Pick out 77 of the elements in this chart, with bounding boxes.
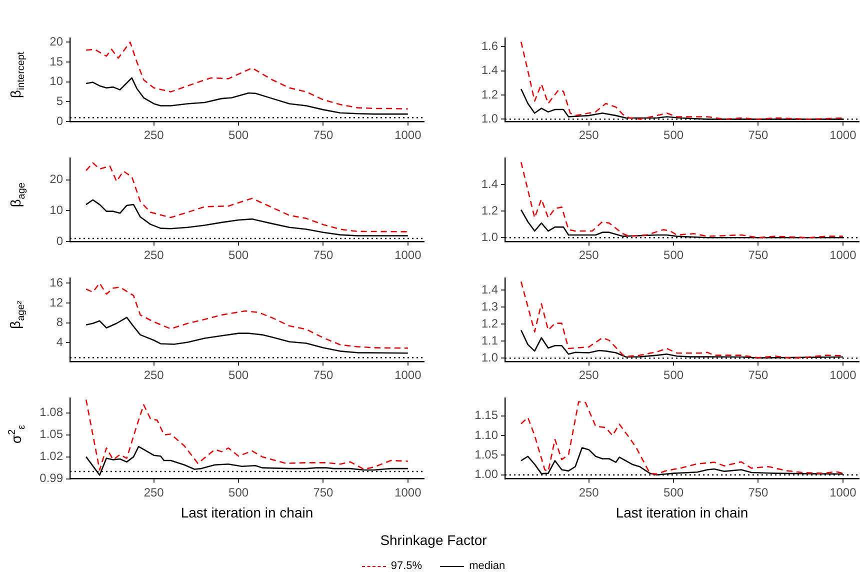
y-tick-label: 1.0 <box>481 111 498 126</box>
line-series <box>85 399 409 471</box>
legend-label: 97.5% <box>390 560 422 572</box>
x-axis-title: Last iteration in chain <box>180 504 314 520</box>
x-tick-label: 1000 <box>394 368 422 382</box>
x-tick-label: 500 <box>664 368 684 382</box>
y-tick-label: 1.1 <box>481 333 498 348</box>
y-tick-label: 0.99 <box>40 471 64 486</box>
line-series <box>85 282 409 349</box>
x-axis-title: Last iteration in chain <box>616 504 748 520</box>
line-series <box>85 162 409 232</box>
x-tick-label: 1000 <box>394 128 422 142</box>
y-tick-label: 1.2 <box>481 203 498 218</box>
y-tick-label: 1.0 <box>481 230 498 244</box>
y-tick-label: 20 <box>50 34 64 48</box>
x-tick-label: 500 <box>228 248 249 262</box>
y-tick-label: 1.05 <box>40 427 64 442</box>
x-tick-label: 500 <box>664 485 684 500</box>
y-tick-label: 20 <box>50 172 64 186</box>
x-tick-label: 250 <box>144 128 164 142</box>
y-tick-label: 1.02 <box>40 449 64 464</box>
x-tick-label: 500 <box>228 485 249 500</box>
x-tick-label: 750 <box>313 485 334 500</box>
y-tick-label: 1.6 <box>481 38 498 53</box>
x-tick-label: 500 <box>664 248 684 262</box>
x-tick-label: 250 <box>578 485 600 500</box>
x-tick-label: 1000 <box>830 485 857 500</box>
x-tick-label: 750 <box>748 368 769 382</box>
y-tick-label: 0 <box>56 234 64 248</box>
y-tick-label: 1.00 <box>474 467 498 482</box>
y-tick-label: 10 <box>50 74 64 88</box>
x-tick-label: 250 <box>144 485 164 500</box>
x-tick-label: 250 <box>144 248 164 262</box>
y-tick-label: 10 <box>50 203 64 218</box>
legend-title: Shrinkage Factor <box>379 532 488 548</box>
y-tick-label: 1.2 <box>481 316 498 330</box>
x-tick-label: 1000 <box>830 368 857 382</box>
y-tick-label: 1.4 <box>481 63 498 78</box>
y-tick-label: 8 <box>56 315 64 330</box>
x-tick-label: 1000 <box>394 248 422 262</box>
y-tick-label: 1.4 <box>481 282 498 296</box>
legend-label: median <box>469 560 506 572</box>
x-tick-label: 1000 <box>394 485 422 500</box>
x-tick-label: 750 <box>748 485 769 500</box>
x-tick-label: 500 <box>228 128 249 142</box>
y-tick-label: 15 <box>50 54 64 68</box>
x-tick-label: 750 <box>313 248 334 262</box>
line-series <box>85 42 409 110</box>
y-tick-label: 12 <box>50 295 64 310</box>
y-tick-label: 1.4 <box>481 176 498 191</box>
x-tick-label: 1000 <box>830 248 857 262</box>
y-tick-label: 5 <box>56 94 64 108</box>
y-tick-label: 1.05 <box>474 448 498 462</box>
x-tick-label: 750 <box>748 128 769 142</box>
x-tick-label: 1000 <box>830 128 857 142</box>
x-tick-label: 750 <box>313 128 334 142</box>
y-tick-label: 1.0 <box>481 350 498 365</box>
line-series <box>520 401 844 475</box>
x-tick-label: 750 <box>313 368 334 382</box>
y-tick-label: 1.10 <box>474 428 498 442</box>
line-series <box>520 41 844 120</box>
x-tick-label: 750 <box>748 248 769 262</box>
x-tick-label: 250 <box>578 248 600 262</box>
y-tick-label: 4 <box>56 335 64 350</box>
y-tick-label: 16 <box>50 275 64 290</box>
y-tick-label: 0 <box>56 114 64 128</box>
line-series <box>520 162 844 238</box>
y-tick-label: 1.2 <box>481 87 498 102</box>
line-series <box>520 280 844 359</box>
x-tick-label: 250 <box>578 128 600 142</box>
x-tick-label: 500 <box>664 128 684 142</box>
y-tick-label: 1.3 <box>481 299 498 314</box>
y-tick-label: 1.15 <box>474 408 498 422</box>
x-tick-label: 250 <box>144 368 164 382</box>
x-tick-label: 500 <box>228 368 249 382</box>
y-tick-label: 1.08 <box>40 405 64 420</box>
x-tick-label: 250 <box>578 368 600 382</box>
